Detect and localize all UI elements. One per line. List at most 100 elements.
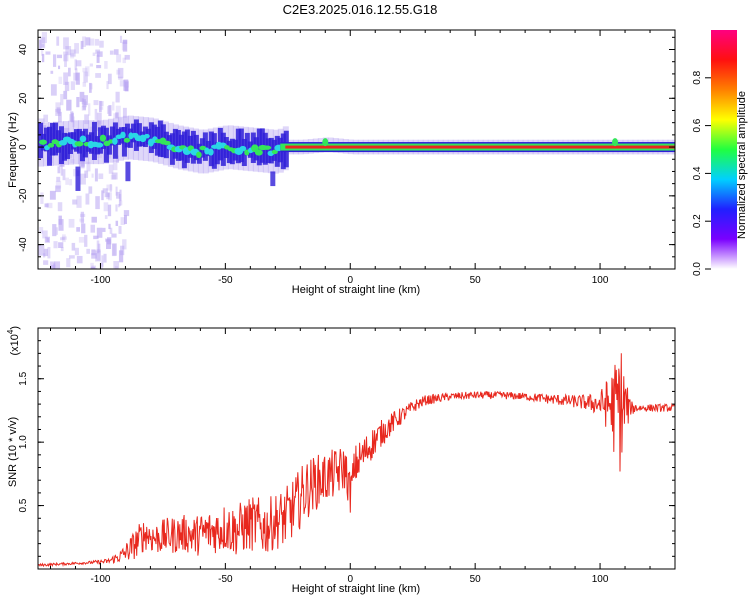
- spectrum-speckle: [86, 161, 91, 172]
- spectrum-speckle: [52, 224, 57, 237]
- spectrum-speckle: [56, 54, 63, 59]
- spectrum-speckle: [58, 242, 64, 249]
- spectrum-speckle: [75, 68, 78, 81]
- spectrum-speckle: [121, 41, 127, 51]
- spectrum-speckle: [123, 79, 129, 91]
- spectrum-speckle: [91, 249, 96, 256]
- spectrum-speckle: [116, 155, 120, 163]
- spectrum-speckle: [72, 116, 75, 128]
- spectrum-cell: [214, 142, 220, 165]
- spectrum-speckle: [90, 262, 94, 269]
- snr-frame: [37, 327, 676, 570]
- spectrum-speckle: [55, 185, 61, 193]
- spectrum-speckle: [46, 202, 53, 209]
- spectrum-speckle: [44, 203, 49, 208]
- spectrum-speckle: [91, 253, 97, 259]
- spectrum-speckle: [118, 76, 123, 80]
- spectrum-speckle: [124, 54, 130, 60]
- spectrum-speckle: [109, 227, 113, 234]
- spectrum-speckle: [103, 253, 107, 263]
- spectrum-speckle: [80, 40, 84, 50]
- spectrum-speckle: [122, 239, 127, 250]
- snr-scale-prefix: (x10: [9, 334, 21, 355]
- colorbar-ticks: 0.0 0.2 0.4 0.6 0.8: [692, 70, 711, 276]
- spectrum-core-blob: [123, 137, 131, 143]
- spectrum-speckle: [99, 40, 104, 48]
- spectrum-ridge-peak: [285, 145, 675, 149]
- spectrum-core-blob: [239, 145, 247, 152]
- colorbar: 0.0 0.2 0.4 0.6 0.8 Normalized spectral ampl…: [692, 30, 748, 276]
- y-tick-label: 40: [18, 44, 29, 56]
- y-tick-label: 1.0: [18, 435, 29, 449]
- spectrum-speckle: [50, 70, 54, 74]
- spectrum-speckle: [55, 102, 61, 112]
- spectrum-speckle: [89, 126, 94, 133]
- spectrum-speckle: [114, 266, 119, 269]
- spectrum-speckle: [111, 172, 118, 180]
- spectrum-speckle: [56, 107, 61, 114]
- spectrum-core-blob: [163, 140, 171, 146]
- x-tick-label: -100: [90, 275, 110, 286]
- spectrum-speckle: [84, 170, 89, 178]
- spectrum-speckle: [64, 81, 70, 92]
- spectrum-speckle: [117, 117, 122, 128]
- spectrum-speckle: [58, 215, 62, 225]
- spectrum-speckle: [100, 101, 104, 107]
- spectrum-cell: [43, 127, 49, 152]
- spectrum-speckle: [100, 262, 104, 269]
- spectrum-speckle: [43, 248, 49, 257]
- spectrum-speckle: [118, 225, 122, 234]
- spectrum-speckle: [96, 240, 100, 254]
- spectrum-speckle: [38, 118, 45, 125]
- spectrum-speckle: [58, 219, 64, 231]
- spectrum-cell: [136, 123, 142, 147]
- y-tick-label: -20: [18, 188, 29, 203]
- spectrum-speckle: [60, 247, 64, 252]
- spectrum-core-blob: [47, 143, 55, 148]
- spectrum-core-blob: [199, 145, 207, 151]
- spectrum-core-blob: [39, 139, 47, 145]
- spectrum-speckle: [84, 234, 88, 247]
- spectrum-speckle: [70, 159, 75, 164]
- spectrum-speckle: [43, 114, 49, 123]
- spectrum-speckle: [53, 241, 58, 249]
- spectrum-cell: [75, 166, 81, 191]
- snr-x-label: Height of straight line (km): [292, 583, 420, 595]
- spectrum-speckle: [104, 61, 108, 69]
- spectrum-speckle: [122, 57, 126, 64]
- spectrum-speckle: [41, 44, 45, 48]
- spectrum-speckle: [76, 255, 83, 264]
- snr-series-line: [38, 353, 675, 568]
- spectrum-speckle: [90, 266, 96, 269]
- x-tick-label: 100: [592, 275, 609, 286]
- spectrum-speckle: [107, 192, 112, 201]
- spectrum-cell: [97, 127, 103, 154]
- x-tick-label: 100: [592, 574, 609, 585]
- y-tick-label: 20: [18, 92, 29, 104]
- spectrum-speckle: [96, 112, 102, 125]
- spectrum-speckle: [105, 238, 110, 242]
- spectrum-speckle: [97, 243, 101, 253]
- spectrum-speckle: [50, 261, 56, 269]
- spectrum-core-blob: [120, 131, 126, 139]
- spectrum-speckle: [50, 84, 57, 96]
- spectrum-speckle: [91, 216, 97, 223]
- spectrum-speckle: [38, 244, 45, 256]
- colorbar-tick-label: 0.6: [692, 118, 703, 132]
- spectrum-speckle: [39, 39, 42, 50]
- spectrum-speckle: [69, 179, 73, 186]
- spectrum-core-blob: [612, 138, 619, 147]
- spectrum-core-blob: [196, 151, 202, 159]
- spectrum-speckle: [96, 64, 102, 69]
- spectrum-speckle: [96, 120, 101, 132]
- spectrum-speckle: [43, 260, 49, 265]
- spectrum-speckle: [72, 199, 78, 205]
- spectrum-core-blob: [208, 148, 214, 156]
- spectrum-speckle: [102, 227, 106, 232]
- spectrum-core-blob: [322, 138, 329, 147]
- spectrum-speckle: [113, 49, 119, 55]
- spectrum-speckle: [57, 202, 63, 212]
- spectrum-cell: [124, 123, 130, 148]
- spectrum-speckle: [63, 37, 69, 50]
- spectrum-speckle: [123, 210, 130, 217]
